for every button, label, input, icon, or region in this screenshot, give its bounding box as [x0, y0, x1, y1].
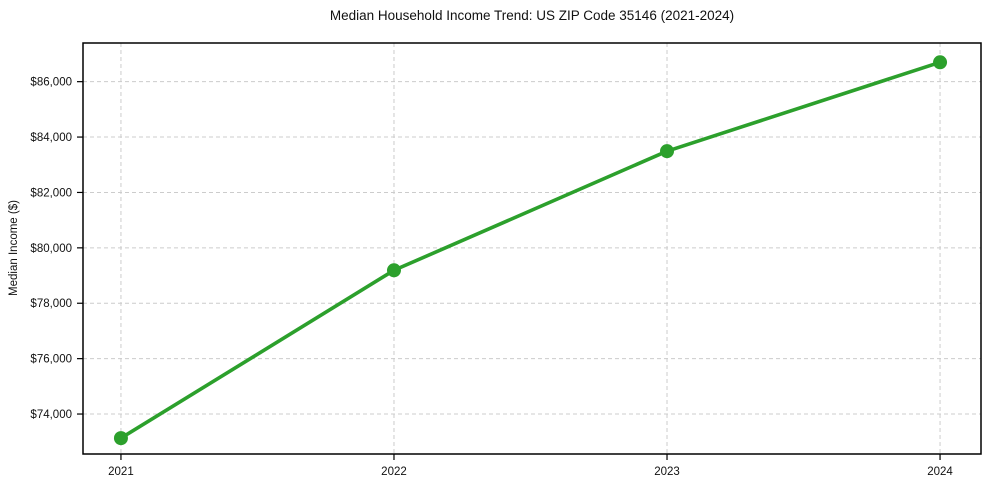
- y-tick-label: $76,000: [30, 354, 72, 366]
- y-tick-label: $78,000: [30, 298, 72, 310]
- chart-title: Median Household Income Trend: US ZIP Co…: [329, 8, 735, 23]
- x-tick-label: 2021: [108, 466, 134, 478]
- data-point-marker: [660, 144, 675, 159]
- y-tick-label: $86,000: [30, 77, 72, 89]
- data-point-marker: [113, 431, 128, 446]
- x-tick-label: 2023: [654, 466, 680, 478]
- data-point-marker: [386, 263, 401, 278]
- y-tick-label: $74,000: [30, 409, 72, 421]
- x-tick-label: 2022: [381, 466, 407, 478]
- x-tick-label: 2024: [927, 466, 953, 478]
- y-tick-label: $80,000: [30, 243, 72, 255]
- plot-border: [82, 42, 982, 455]
- trend-line: [119, 60, 942, 440]
- y-axis-label: Median Income ($): [8, 200, 20, 296]
- y-tick-label: $84,000: [30, 132, 72, 144]
- y-tick-label: $82,000: [30, 187, 72, 199]
- data-point-marker: [933, 55, 948, 70]
